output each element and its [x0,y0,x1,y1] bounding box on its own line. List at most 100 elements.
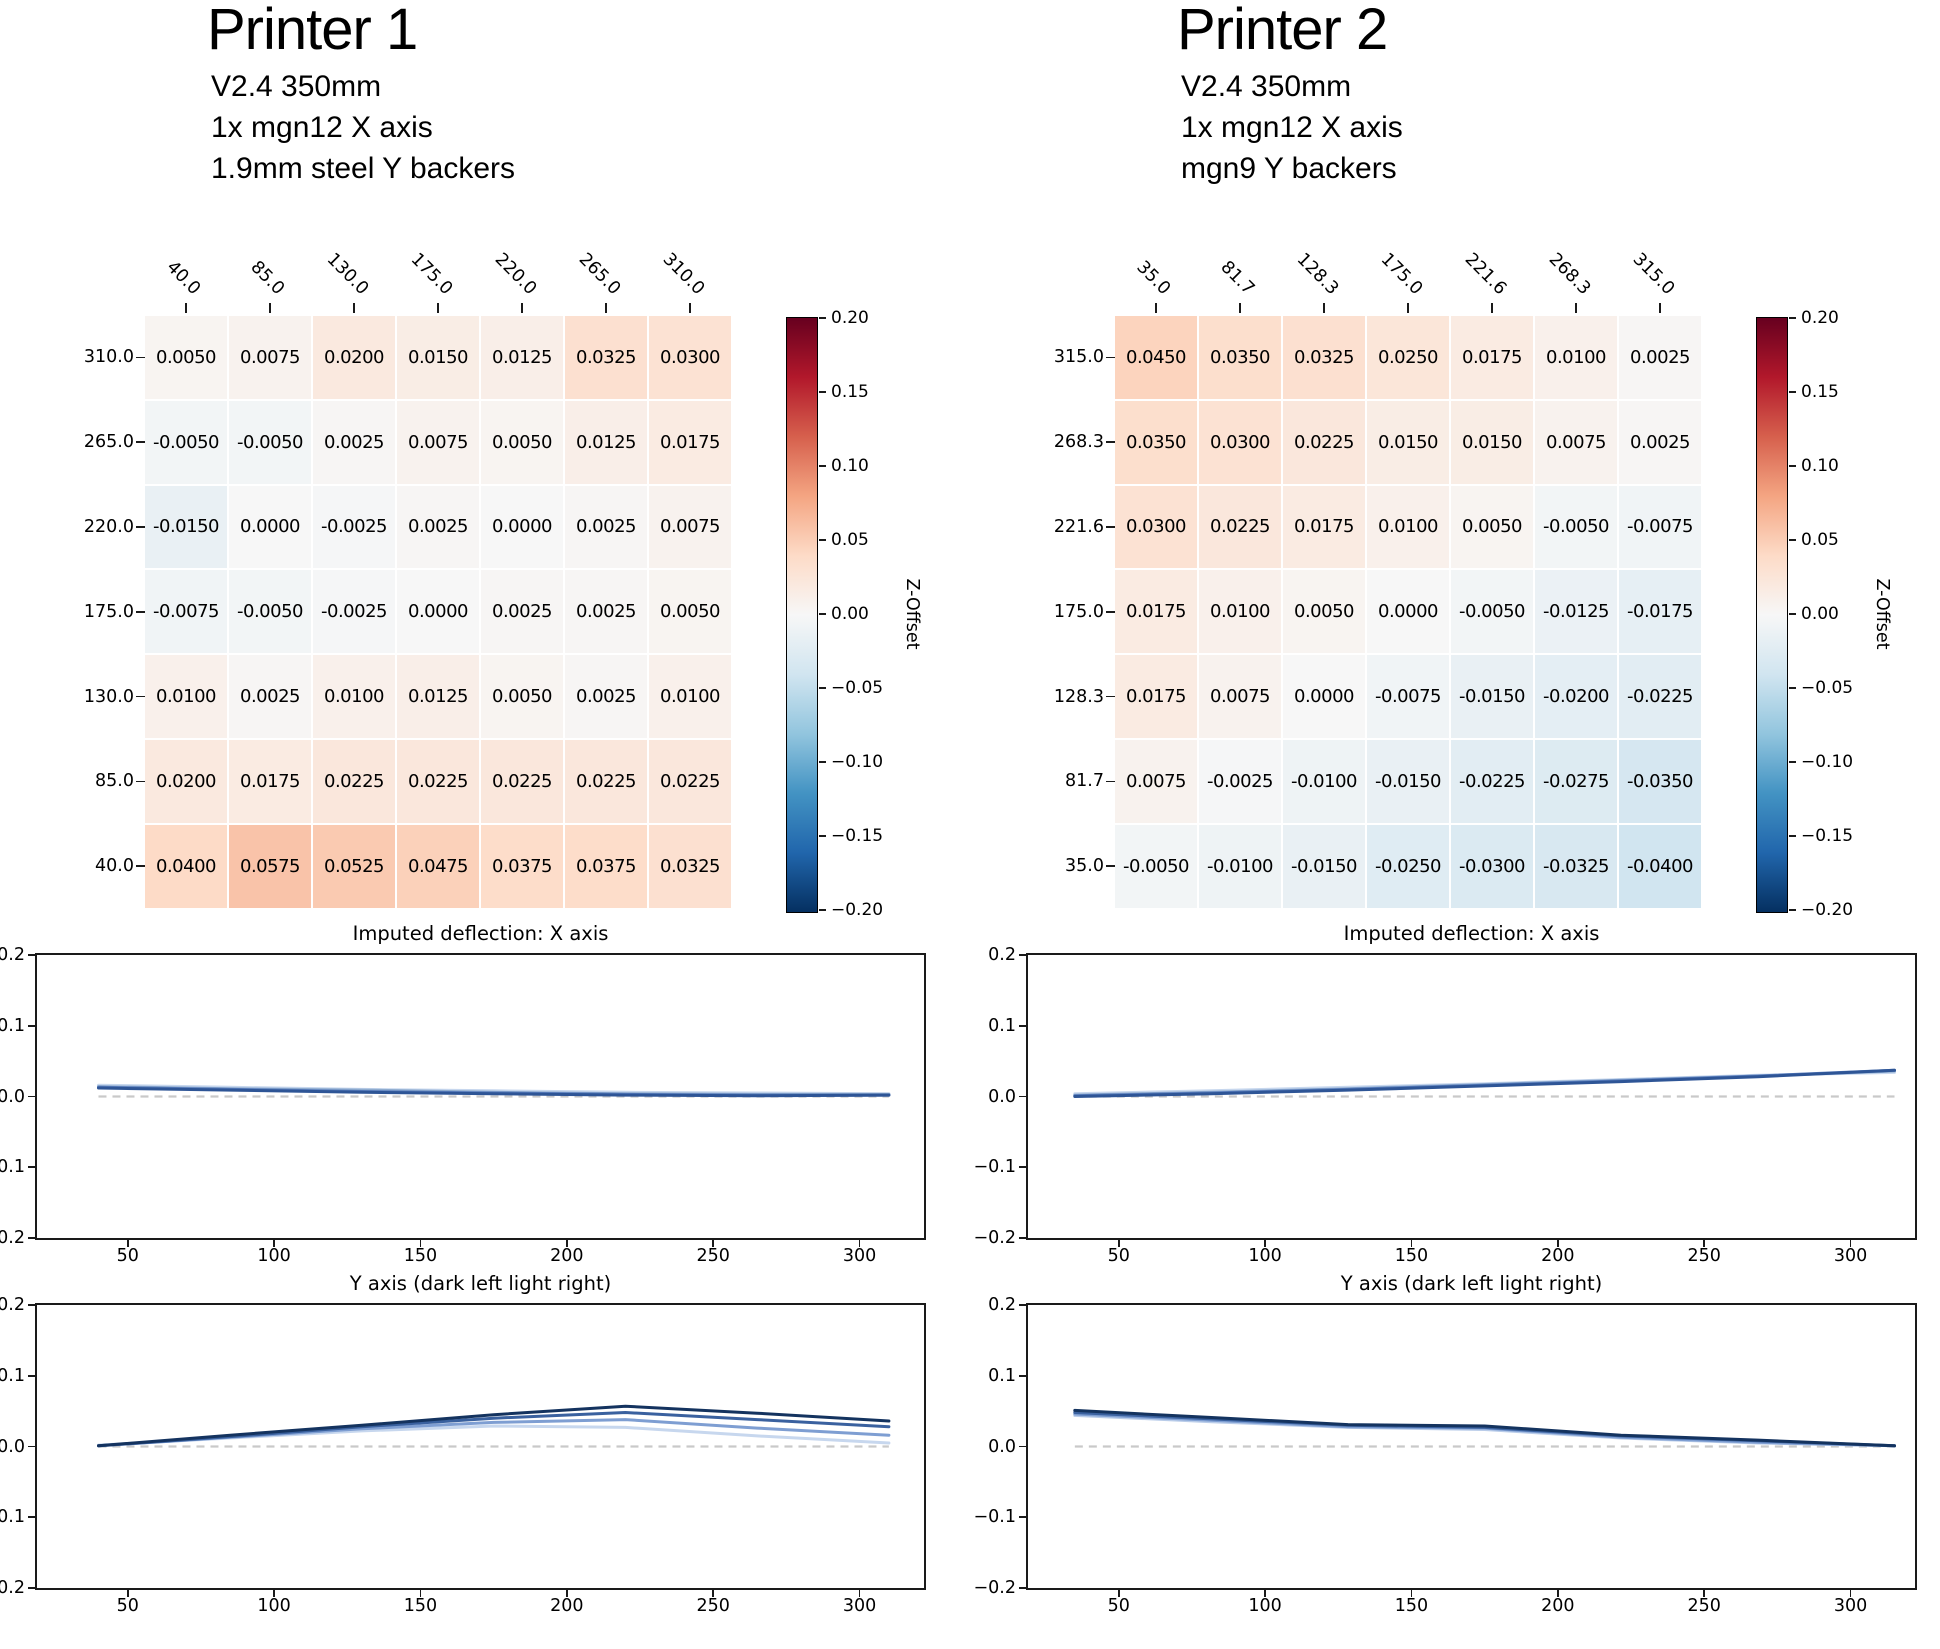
heatmap-cell: 0.0150 [397,316,479,399]
heatmap-cell: -0.0150 [1367,740,1449,823]
heatmap-y-tick-label: 310.0 [83,347,134,368]
heatmap-y-tick-label: 128.3 [1053,686,1104,707]
heatmap-cell: -0.0200 [1535,655,1617,738]
chart-title: Y axis (dark left light right) [349,1272,612,1295]
x-axis-tick-label: 300 [1833,1596,1868,1616]
heatmap-cell: 0.0350 [1199,316,1281,399]
y-axis-tick-label: 0.1 [988,1365,1016,1386]
y-axis-tick [1019,1024,1026,1027]
printer-1-panel: Printer 1 V2.4 350mm 1x mgn12 X axis 1.9… [0,0,970,1646]
plot-area: Imputed deflection: X axis 0.2 0.1 0.0 −0.1… [0,922,926,1266]
colorbar-tick [1789,909,1796,911]
heatmap-y-tick [1106,356,1115,359]
heatmap-cell: 0.0225 [397,740,479,823]
heatmap-cell: -0.0175 [1619,570,1701,654]
x-axis-tick [1849,1590,1852,1597]
y-axis-tick [28,1237,35,1239]
x-axis-tick [1117,1590,1120,1597]
z-offset-heatmap: 0.0050 0.0075 0.0200 0.0150 0.0125 0.0325 0.03… [0,0,970,1646]
colorbar-tick-label: −0.20 [831,900,884,920]
printer-1-subtitle: V2.4 350mm 1x mgn12 X axis 1.9mm steel Y… [211,66,515,189]
colorbar-tick-label: 0.20 [1801,308,1839,328]
heatmap-cell: 0.0250 [1367,316,1449,399]
heatmap-cell: 0.0525 [313,824,395,908]
heatmap-y-tick [136,695,145,698]
colorbar-tick [819,613,826,615]
printer-1-title: Printer 1 [207,0,418,62]
heatmap-cell: 0.0325 [565,316,647,399]
heatmap-x-tick [437,303,439,313]
x-axis-tick [126,1590,129,1597]
y-axis-tick-label: 0.1 [0,1015,25,1036]
x-axis-tick-label: 200 [550,1596,584,1616]
heatmap-x-tick [269,303,271,313]
heatmap-y-tick-label: 81.7 [1065,771,1104,792]
heatmap-cell: 0.0175 [1283,485,1365,569]
heatmap-cell: -0.0050 [229,570,311,654]
deflection-line-dark [97,1086,891,1098]
heatmap-cell: 0.0175 [1451,316,1533,399]
y-axis-tick [28,954,35,956]
colorbar-tick-label: −0.20 [1801,900,1854,920]
heatmap-cell: -0.0050 [229,400,311,484]
heatmap-cell: 0.0000 [1367,570,1449,654]
colorbar-gradient [1756,317,1788,913]
x-axis-tick [419,1590,422,1597]
subtitle-line: 1x mgn12 X axis [211,111,433,144]
deflection-line-dark [97,1404,891,1448]
heatmap-cell: 0.0450 [1115,316,1197,399]
colorbar-tick [819,465,826,467]
heatmap-cell: -0.0075 [145,570,227,654]
deflection-line-dark [1073,1068,1896,1098]
heatmap-y-tick [1106,865,1115,867]
heatmap-cell: -0.0225 [1619,655,1701,738]
heatmap-x-tick [185,303,187,313]
x-axis-tick [1264,1590,1267,1597]
heatmap-y-tick [1106,695,1115,698]
y-axis-tick [1019,954,1026,956]
x-deflection-chart: Imputed deflection: X axis 0.2 0.1 0.0 −0.1… [0,922,970,1299]
heatmap-cell: 0.0050 [481,655,563,738]
printer-2-title: Printer 2 [1177,0,1388,62]
heatmap-y-tick-label: 130.0 [83,686,134,707]
heatmap-y-tick [1106,441,1115,443]
colorbar-tick-label: 0.10 [831,456,869,476]
y-axis-tick [1019,1237,1026,1239]
plot-area: Imputed deflection: X axis 0.2 0.1 0.0 −0.1… [974,922,1917,1266]
heatmap-y-tick [136,780,145,783]
x-axis-tick [1556,1240,1559,1247]
y-axis-tick-label: −0.2 [973,1578,1017,1598]
colorbar-tick [819,391,826,393]
colorbar-tick [1789,761,1796,763]
colorbar-tick-label: 0.15 [1801,382,1839,402]
heatmap-x-tick [689,303,691,313]
x-axis-tick [712,1590,715,1597]
heatmap-cell: 0.0075 [229,316,311,399]
x-axis-tick-label: 50 [116,1596,139,1616]
deflection-lines-svg [1073,1408,1896,1448]
x-axis-tick-label: 100 [257,1246,291,1266]
x-deflection-chart: Imputed deflection: X axis 0.2 0.1 0.0 −0.1… [970,922,1940,1299]
x-axis-tick [1556,1590,1559,1597]
y-axis-tick-label: 0.2 [988,1295,1016,1315]
x-axis-tick-label: 200 [550,1246,584,1266]
heatmap-cell: 0.0175 [1115,570,1197,654]
y-axis-tick-label: 0.2 [988,945,1016,965]
colorbar-tick [1789,539,1796,541]
heatmap-cell: 0.0025 [565,655,647,738]
colorbar-tick [819,317,826,319]
y-axis-tick [28,1445,35,1448]
subtitle-line: V2.4 350mm [211,70,382,103]
x-axis-tick-label: 150 [1394,1246,1429,1266]
heatmap-cell: 0.0075 [1199,655,1281,738]
colorbar-tick [819,909,826,911]
heatmap-cell: -0.0325 [1535,824,1617,908]
heatmap-x-tick [1575,303,1577,313]
heatmap-cell: 0.0125 [481,316,563,399]
heatmap-cell: -0.0225 [1451,740,1533,823]
heatmap-cell: -0.0400 [1619,824,1701,908]
heatmap-cell: 0.0100 [145,655,227,738]
heatmap-cell: 0.0000 [397,570,479,654]
heatmap-y-tick-label: 85.0 [95,771,134,792]
deflection-lines-svg [97,1083,891,1098]
